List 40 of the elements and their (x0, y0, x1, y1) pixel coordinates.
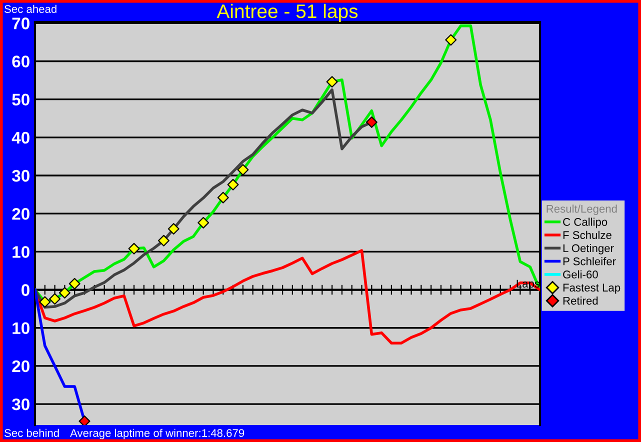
legend-label: L Oetinger (563, 244, 614, 254)
point (227, 178, 239, 190)
legend-title: Result/Legend (546, 204, 617, 215)
legend-label: P Schleifer (563, 257, 616, 266)
point (49, 293, 61, 305)
point (445, 34, 457, 46)
point (168, 223, 180, 235)
y-tick-label: 20 (12, 360, 30, 372)
y-tick-label: 30 (12, 398, 30, 410)
y-tick-label: 60 (12, 56, 30, 68)
text: Average laptime of winner:1:48.679 (70, 428, 244, 440)
point (78, 415, 90, 425)
y-tick-label: 70 (12, 18, 30, 30)
legend-label: C Callipo (563, 218, 608, 228)
point (68, 278, 80, 290)
legend-label: Geli-60 (563, 270, 598, 278)
point (237, 164, 249, 176)
y-tick-label: 10 (12, 246, 30, 258)
text: Sec behind (4, 428, 59, 437)
legend-label: Retired (563, 296, 598, 305)
line-series (35, 249, 540, 344)
chart-title: Aintree - 51 laps (216, 4, 358, 22)
x-axis-title: Laps (516, 280, 540, 290)
point (158, 234, 170, 246)
point (366, 116, 378, 128)
y-tick-label: 30 (12, 170, 30, 182)
point (326, 76, 338, 88)
legend-label: Fastest Lap (563, 284, 620, 294)
y-tick-label: 50 (12, 94, 30, 106)
point (128, 242, 140, 254)
point (198, 216, 210, 228)
y-tick-label: 20 (12, 208, 30, 220)
point (217, 192, 229, 204)
point (58, 287, 70, 299)
point (39, 296, 51, 308)
y-axis-title: Sec ahead (4, 4, 56, 13)
y-tick-label: 40 (12, 132, 30, 144)
y-tick-label: 10 (12, 322, 30, 334)
y-tick-label: 0 (22, 284, 30, 296)
legend-label: F Schulze (563, 230, 612, 240)
